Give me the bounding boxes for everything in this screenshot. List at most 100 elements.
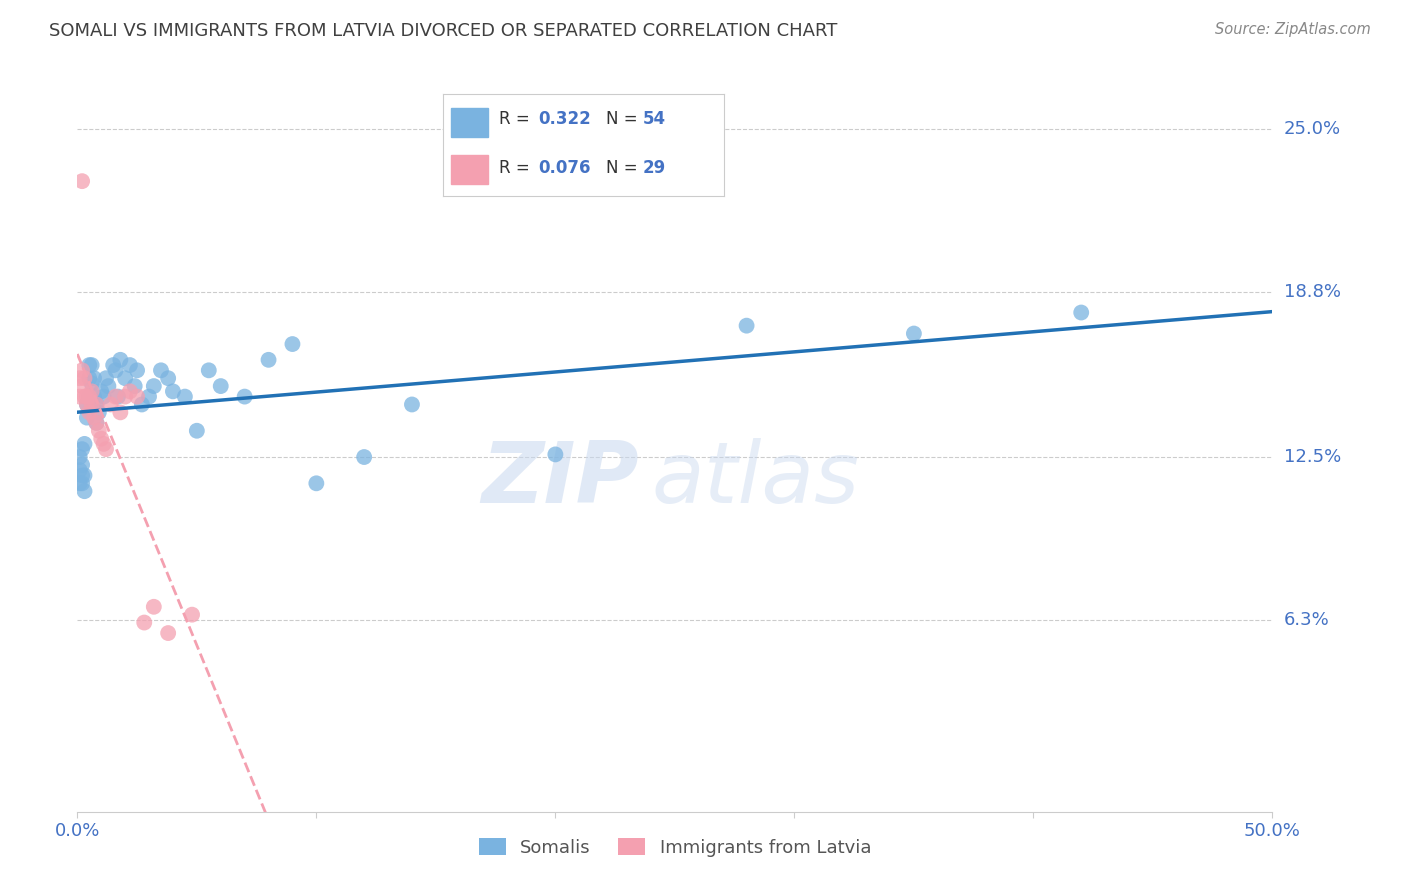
Point — [124, 379, 146, 393]
Text: 12.5%: 12.5% — [1284, 448, 1341, 466]
Point — [80, 376, 103, 391]
Point — [305, 476, 328, 491]
Point — [80, 358, 103, 372]
Point — [114, 390, 136, 404]
Point — [76, 390, 98, 404]
Point — [87, 424, 110, 438]
Point — [94, 442, 117, 457]
Point — [70, 442, 93, 457]
Point — [150, 363, 173, 377]
Text: SOMALI VS IMMIGRANTS FROM LATVIA DIVORCED OR SEPARATED CORRELATION CHART: SOMALI VS IMMIGRANTS FROM LATVIA DIVORCE… — [49, 22, 838, 40]
Text: ZIP: ZIP — [481, 438, 640, 521]
Point — [76, 410, 98, 425]
Text: N =: N = — [606, 159, 643, 177]
Point — [118, 358, 141, 372]
Bar — [451, 108, 488, 136]
Point — [142, 599, 165, 614]
Point — [103, 358, 124, 372]
Text: 29: 29 — [643, 159, 666, 177]
Text: Source: ZipAtlas.com: Source: ZipAtlas.com — [1215, 22, 1371, 37]
Point — [86, 416, 108, 430]
Point — [73, 437, 96, 451]
Point — [70, 379, 93, 393]
Point — [186, 424, 208, 438]
Point — [70, 363, 93, 377]
Point — [118, 384, 141, 399]
Point — [70, 468, 93, 483]
Point — [86, 416, 108, 430]
Legend: Somalis, Immigrants from Latvia: Somalis, Immigrants from Latvia — [471, 830, 879, 864]
Point — [90, 432, 112, 446]
Point — [197, 363, 219, 377]
Point — [104, 363, 127, 377]
Point — [353, 450, 375, 464]
Point — [69, 390, 91, 404]
Bar — [451, 155, 488, 184]
Point — [69, 450, 91, 464]
Point — [157, 626, 180, 640]
Point — [233, 390, 256, 404]
Point — [157, 371, 180, 385]
Text: 54: 54 — [643, 111, 665, 128]
Point — [73, 390, 96, 404]
Text: 0.076: 0.076 — [538, 159, 591, 177]
Point — [181, 607, 204, 622]
Point — [94, 371, 117, 385]
Text: R =: R = — [499, 111, 536, 128]
Point — [174, 390, 197, 404]
Point — [1070, 305, 1092, 319]
Point — [544, 447, 567, 461]
Point — [70, 174, 93, 188]
Point — [69, 463, 91, 477]
Point — [93, 390, 115, 404]
Point — [127, 390, 149, 404]
Point — [69, 476, 91, 491]
Text: atlas: atlas — [651, 438, 859, 521]
Text: 25.0%: 25.0% — [1284, 120, 1341, 137]
Point — [110, 405, 132, 419]
Point — [903, 326, 925, 341]
Point — [73, 468, 96, 483]
Point — [104, 390, 127, 404]
Point — [76, 397, 98, 411]
Point — [209, 379, 232, 393]
Text: R =: R = — [499, 159, 536, 177]
Point — [142, 379, 165, 393]
Point — [80, 397, 103, 411]
Point — [83, 410, 105, 425]
Point — [70, 458, 93, 472]
Point — [257, 352, 280, 367]
Point — [73, 371, 96, 385]
Point — [83, 390, 105, 404]
Point — [86, 397, 108, 411]
Point — [83, 371, 105, 385]
Point — [73, 484, 96, 499]
Point — [93, 437, 115, 451]
Point — [127, 363, 149, 377]
Point — [281, 337, 304, 351]
Point — [76, 397, 98, 411]
Point — [69, 371, 91, 385]
Point — [87, 405, 110, 419]
Point — [100, 397, 122, 411]
Point — [86, 397, 108, 411]
Point — [138, 390, 160, 404]
Point — [97, 379, 120, 393]
Point — [735, 318, 758, 333]
Point — [79, 405, 101, 419]
Point — [79, 390, 101, 404]
Point — [131, 397, 153, 411]
Point — [110, 352, 132, 367]
Point — [401, 397, 423, 411]
Point — [162, 384, 184, 399]
Point — [114, 371, 136, 385]
Text: 0.322: 0.322 — [538, 111, 592, 128]
Point — [107, 390, 129, 404]
Point — [79, 371, 101, 385]
Point — [90, 384, 112, 399]
Text: N =: N = — [606, 111, 643, 128]
Point — [79, 390, 101, 404]
Text: 6.3%: 6.3% — [1284, 611, 1329, 629]
Point — [79, 358, 101, 372]
Text: 18.8%: 18.8% — [1284, 283, 1340, 301]
